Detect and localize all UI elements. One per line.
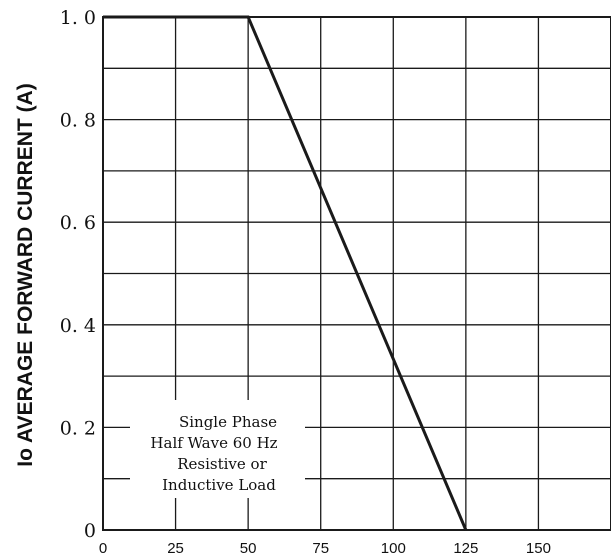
- y-axis-label: Io AVERAGE FORWARD CURRENT (A): [14, 83, 37, 466]
- annotation-line: Single Phase: [179, 413, 277, 431]
- plot-frame: [102, 16, 611, 531]
- x-tick-label: 25: [167, 540, 184, 557]
- grid-lines: [103, 17, 611, 530]
- annotation-line: Half Wave 60 Hz: [150, 434, 277, 452]
- series-layer: [103, 15, 468, 531]
- annotation-line: Resistive or: [177, 455, 267, 473]
- x-tick-label: 100: [381, 540, 406, 557]
- y-tick-label: 0. 4: [60, 315, 96, 337]
- y-tick-label: 0. 2: [60, 417, 96, 439]
- y-tick-label: 1. 0: [60, 7, 96, 29]
- y-tick-labels: 0 0. 2 0. 4 0. 6 0. 8 1. 0: [60, 7, 96, 542]
- x-tick-labels: 0 25 50 75 100 125 150: [99, 540, 551, 557]
- x-tick-label: 150: [526, 540, 551, 557]
- x-tick-label: 75: [312, 540, 329, 557]
- y-tick-label: 0. 6: [60, 212, 96, 234]
- x-tick-label: 50: [240, 540, 257, 557]
- x-tick-label: 0: [99, 540, 107, 557]
- x-tick-label: 125: [453, 540, 478, 557]
- annotation-background: [130, 400, 305, 498]
- y-tick-label: 0: [84, 520, 96, 542]
- annotation-line: Inductive Load: [162, 476, 276, 494]
- y-tick-label: 0. 8: [60, 110, 96, 132]
- series-line: [103, 15, 468, 531]
- annotation-box: Single Phase Half Wave 60 Hz Resistive or I…: [130, 400, 305, 498]
